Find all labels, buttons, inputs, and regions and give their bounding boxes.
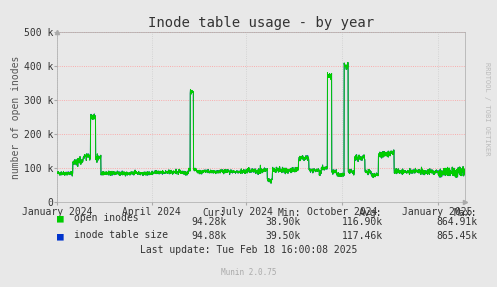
Text: 38.90k: 38.90k	[265, 217, 301, 227]
Text: 117.46k: 117.46k	[341, 231, 383, 241]
Text: Avg:: Avg:	[359, 208, 383, 218]
Y-axis label: number of open inodes: number of open inodes	[11, 55, 21, 179]
Text: Cur:: Cur:	[203, 208, 226, 218]
Text: 39.50k: 39.50k	[265, 231, 301, 241]
Text: Last update: Tue Feb 18 16:00:08 2025: Last update: Tue Feb 18 16:00:08 2025	[140, 245, 357, 255]
Text: ■: ■	[57, 214, 64, 224]
Text: 116.90k: 116.90k	[341, 217, 383, 227]
Text: ■: ■	[57, 231, 64, 241]
Text: inode table size: inode table size	[74, 230, 167, 241]
Text: 864.91k: 864.91k	[436, 217, 477, 227]
Text: 94.88k: 94.88k	[191, 231, 226, 241]
Text: RRDTOOL / TOBI OETIKER: RRDTOOL / TOBI OETIKER	[484, 62, 490, 156]
Text: 94.28k: 94.28k	[191, 217, 226, 227]
Text: Munin 2.0.75: Munin 2.0.75	[221, 268, 276, 277]
Text: Max:: Max:	[454, 208, 477, 218]
Text: open inodes: open inodes	[74, 213, 138, 223]
Text: Min:: Min:	[277, 208, 301, 218]
Title: Inode table usage - by year: Inode table usage - by year	[148, 16, 374, 30]
Text: 865.45k: 865.45k	[436, 231, 477, 241]
